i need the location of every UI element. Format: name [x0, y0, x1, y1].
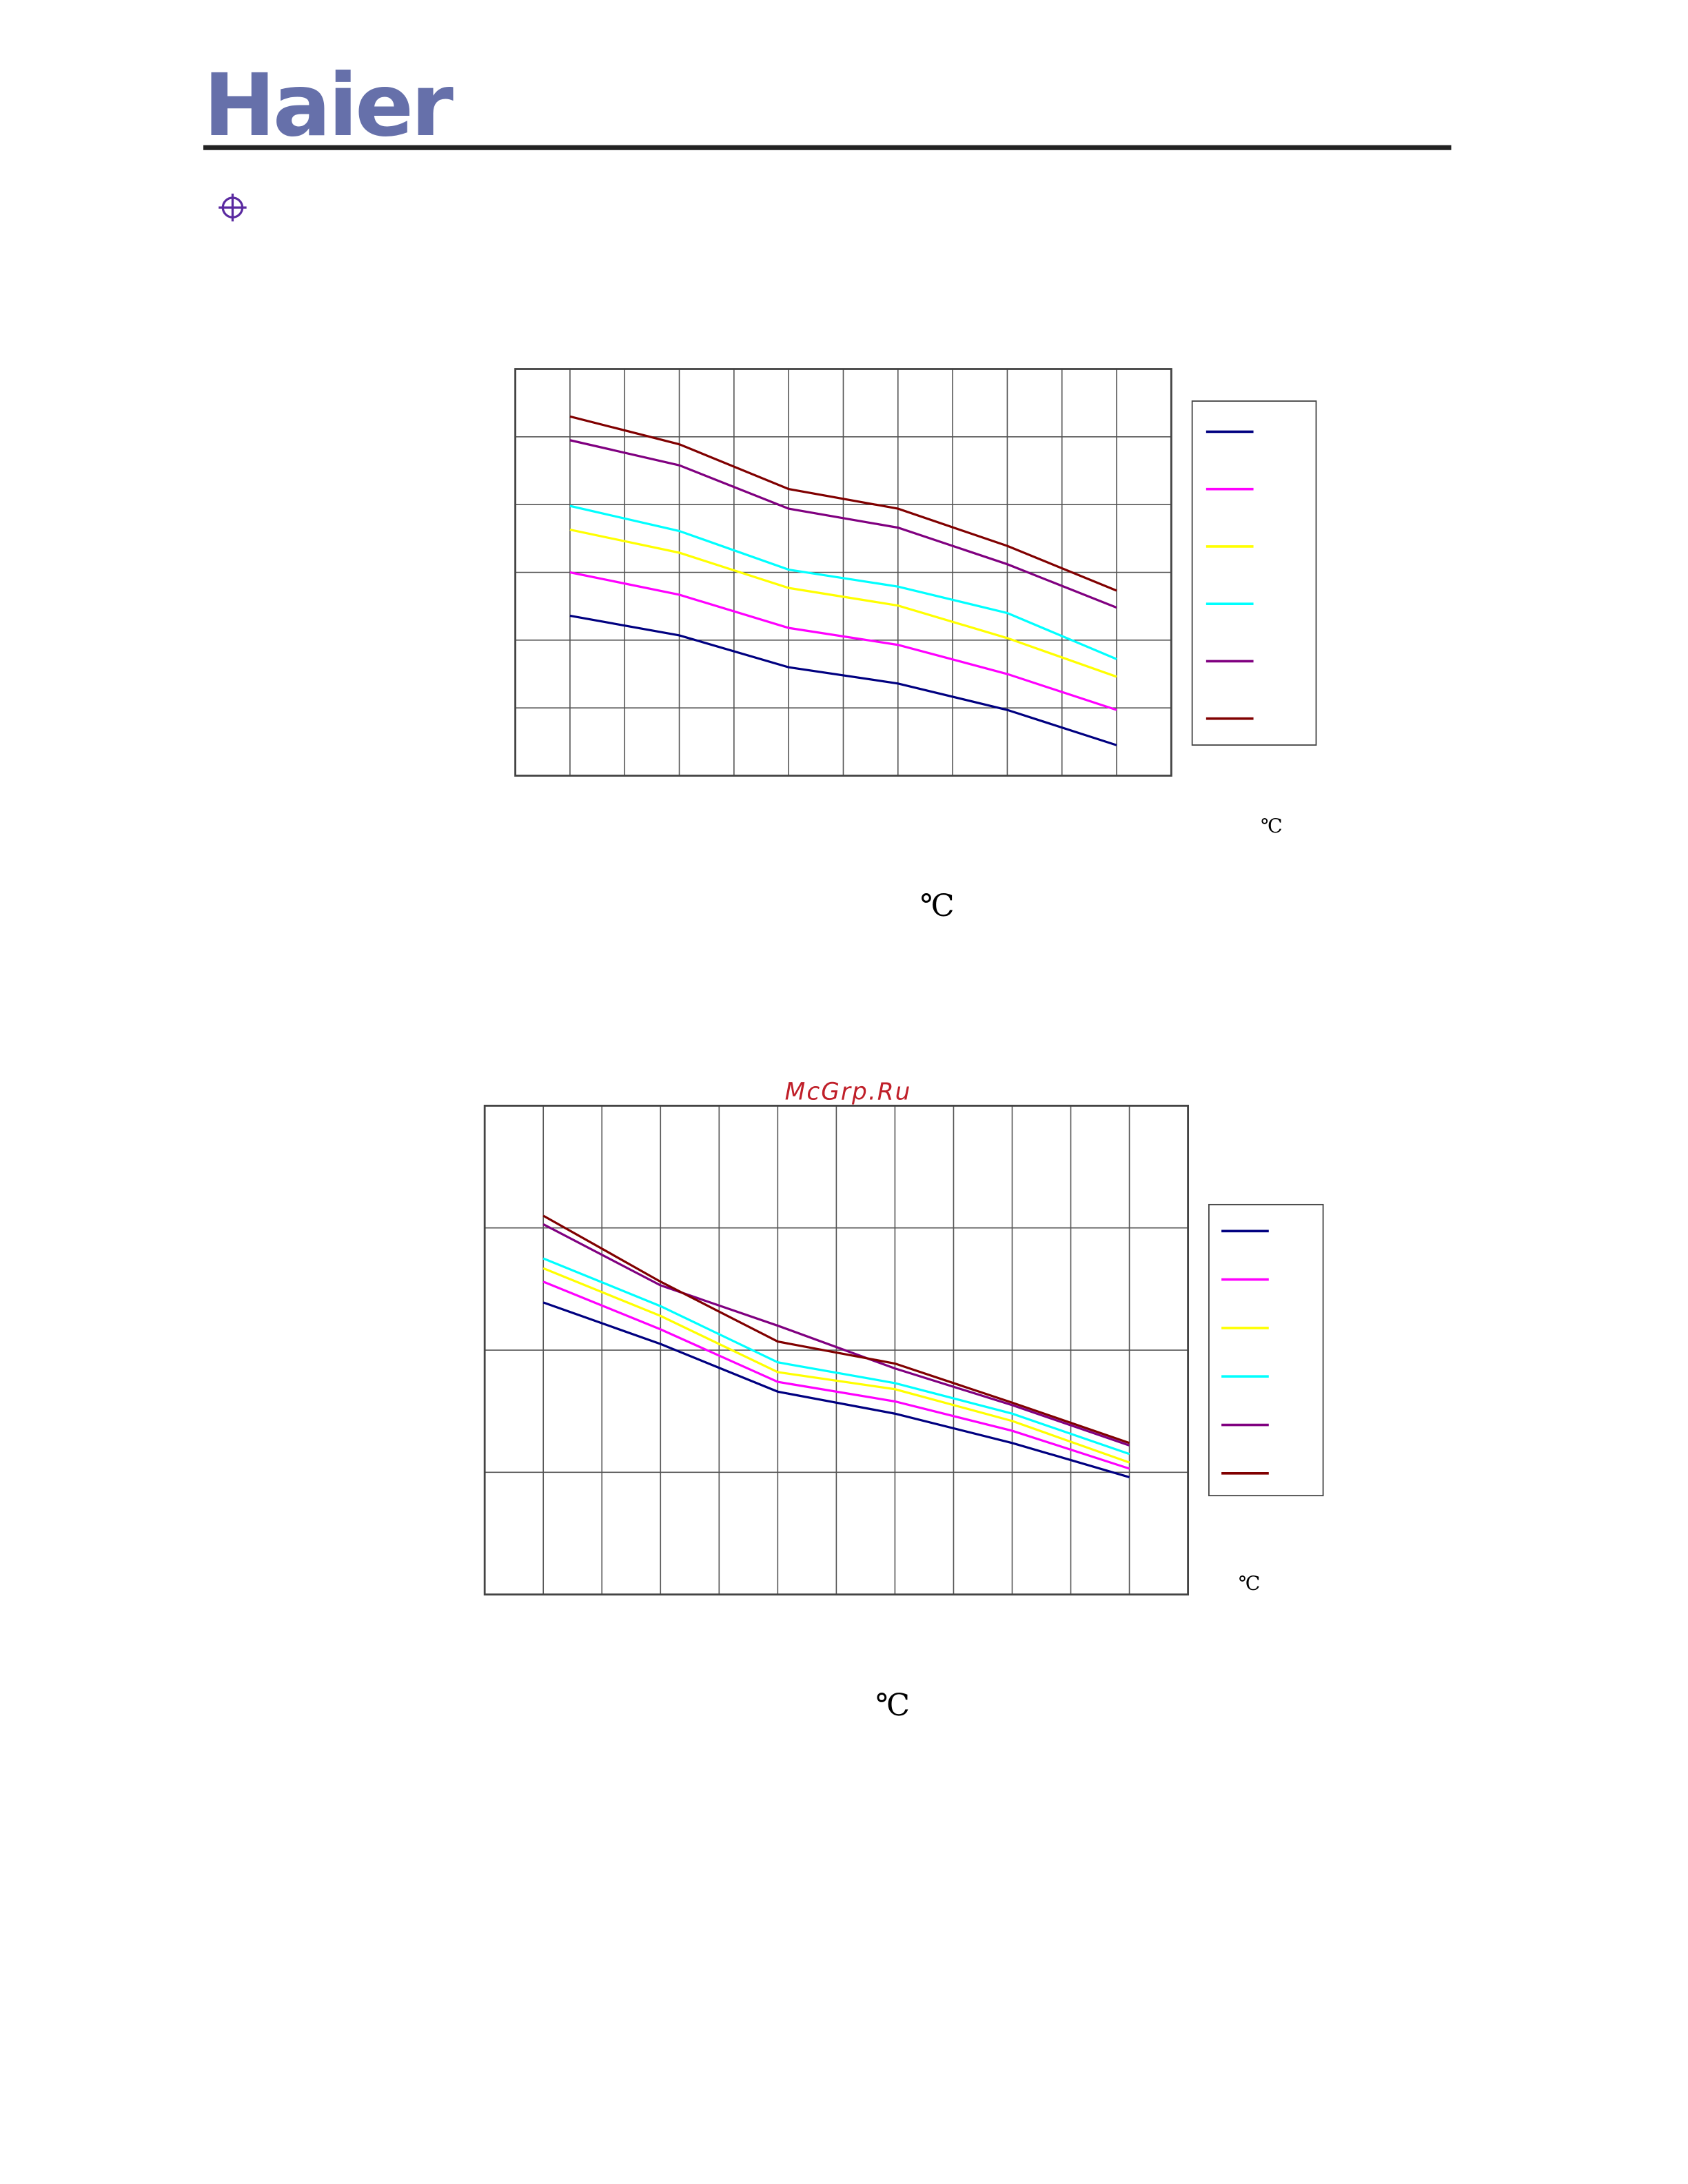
plot-frame: [483, 1104, 1190, 1596]
series-line: [569, 504, 1117, 660]
unit-label: ℃: [1261, 815, 1283, 837]
series-line: [542, 1223, 1130, 1447]
series-line: [542, 1267, 1130, 1464]
series-line: [569, 528, 1117, 678]
series-line: [542, 1301, 1130, 1478]
logo: Haier: [203, 55, 454, 156]
series-line: [569, 614, 1117, 746]
unit-label: ℃: [920, 888, 955, 923]
series-line: [542, 1214, 1130, 1445]
unit-label: ℃: [875, 1688, 910, 1723]
series-line: [542, 1280, 1130, 1470]
series-line: [569, 439, 1117, 609]
unit-label: ℃: [1239, 1572, 1261, 1595]
legend-box: [1191, 400, 1317, 746]
bullet-icon: [218, 193, 247, 222]
series-line: [569, 571, 1117, 711]
plot-frame: [514, 368, 1172, 777]
legend-box: [1208, 1203, 1324, 1497]
series-line: [569, 415, 1117, 592]
watermark: McGrp.Ru: [785, 1079, 912, 1106]
series-line: [542, 1257, 1130, 1456]
